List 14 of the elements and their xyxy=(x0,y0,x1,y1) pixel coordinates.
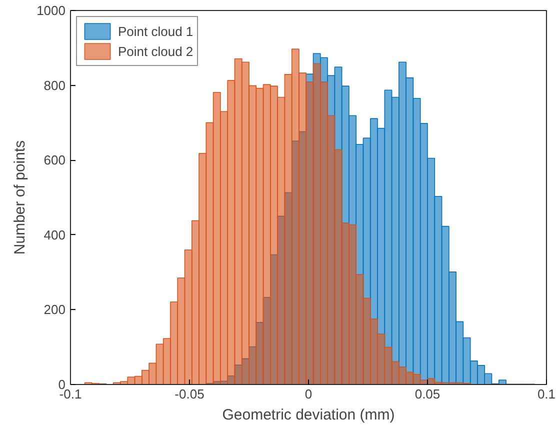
y-tick-label: 600 xyxy=(44,152,66,168)
y-tick-label: 200 xyxy=(44,302,66,318)
x-tick-label: 0.05 xyxy=(414,386,440,402)
x-tick-label: -0.05 xyxy=(174,386,204,402)
legend-label: Point cloud 1 xyxy=(118,24,194,38)
y-tick-label: 0 xyxy=(58,377,66,392)
x-tick-label: 0.1 xyxy=(537,386,556,402)
legend-label: Point cloud 2 xyxy=(118,44,194,58)
y-tick-label: 800 xyxy=(44,78,66,93)
y-axis-title: Number of points xyxy=(12,140,29,255)
y-tick-label: 1000 xyxy=(36,3,66,18)
x-axis-title: Geometric deviation (mm) xyxy=(222,406,395,424)
x-tick-label: 0 xyxy=(304,386,312,402)
y-tick-label: 400 xyxy=(44,227,66,242)
